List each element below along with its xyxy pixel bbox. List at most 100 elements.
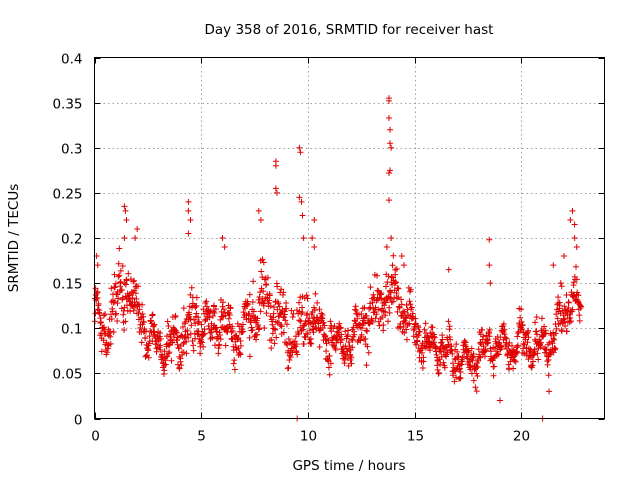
data-point [413,341,420,348]
data-point [119,263,126,270]
y-tick-label: 0.2 [61,232,82,248]
data-point [400,262,407,269]
data-point [367,304,374,311]
data-point [271,340,278,347]
data-point [389,262,396,269]
data-point [188,322,195,329]
data-point [563,328,570,335]
data-point [264,274,271,281]
data-point [571,235,578,241]
data-point [142,335,149,342]
data-point [520,340,527,347]
data-point [296,299,303,306]
data-point [342,328,349,335]
data-point [258,268,265,275]
data-point [346,343,353,350]
data-point [295,330,302,337]
data-point [220,306,227,313]
data-point [234,320,241,327]
data-point [153,345,160,352]
data-point [108,315,115,322]
axis-ticks: 0 0.05 0.1 0.15 0.2 0.25 0.3 0.35 0.4 0 5 10 15 20 [52,52,605,445]
data-point [469,354,476,361]
data-point [165,350,172,357]
data-point [276,303,283,310]
data-point [312,290,319,297]
data-point [444,349,451,356]
data-point [345,339,352,346]
data-point [246,334,253,341]
data-point [420,358,427,365]
data-point [296,194,303,201]
data-point [513,349,520,356]
data-point [165,323,172,330]
data-point [378,290,385,297]
data-point [385,197,392,204]
data-point [293,307,300,314]
data-point [300,235,307,241]
data-point [288,307,295,314]
data-point [266,292,273,299]
data-point [219,235,226,241]
data-point [182,318,189,325]
data-point [534,350,541,357]
data-point [561,318,568,325]
data-point [383,244,390,251]
data-point [394,308,401,315]
data-point [400,308,407,315]
data-point [440,359,447,366]
data-point [257,308,264,315]
data-point [200,343,207,350]
data-point [396,304,403,311]
data-point [193,302,200,309]
data-point [316,343,323,350]
data-point [326,353,333,360]
data-point [277,321,284,328]
data-point [561,315,568,322]
data-point [415,324,422,331]
data-point [272,162,279,169]
data-point [180,305,187,312]
data-point [481,353,488,360]
data-point [408,304,415,311]
data-point [140,313,147,320]
data-point [449,360,456,367]
data-point [283,305,290,312]
data-point [396,303,403,310]
data-point [553,325,560,332]
y-tick-label: 0.3 [61,142,82,158]
data-point [519,321,526,328]
data-point [379,314,386,321]
data-point [393,295,400,302]
data-point [525,356,532,363]
data-point [157,335,164,342]
data-point [509,342,516,349]
data-point [533,328,540,335]
data-point [557,280,564,287]
data-point [337,324,344,331]
data-point [387,289,394,296]
data-point [406,320,413,327]
data-point [338,337,345,344]
data-point [303,292,310,299]
data-point [555,294,562,301]
data-point [530,358,537,365]
data-point [310,329,317,336]
data-point [201,330,208,337]
data-point [208,329,215,336]
x-tick-label: 20 [513,429,530,445]
data-point [576,317,583,324]
data-point [358,331,365,338]
data-point [299,309,306,316]
data-point [544,361,551,368]
data-point [272,185,279,192]
data-point [131,277,138,284]
data-point [115,260,122,267]
data-point [412,321,419,328]
data-point [311,216,318,223]
data-point [255,207,262,214]
data-point [260,302,267,309]
data-point [149,312,156,319]
data-point [517,314,524,321]
data-point [446,323,453,330]
